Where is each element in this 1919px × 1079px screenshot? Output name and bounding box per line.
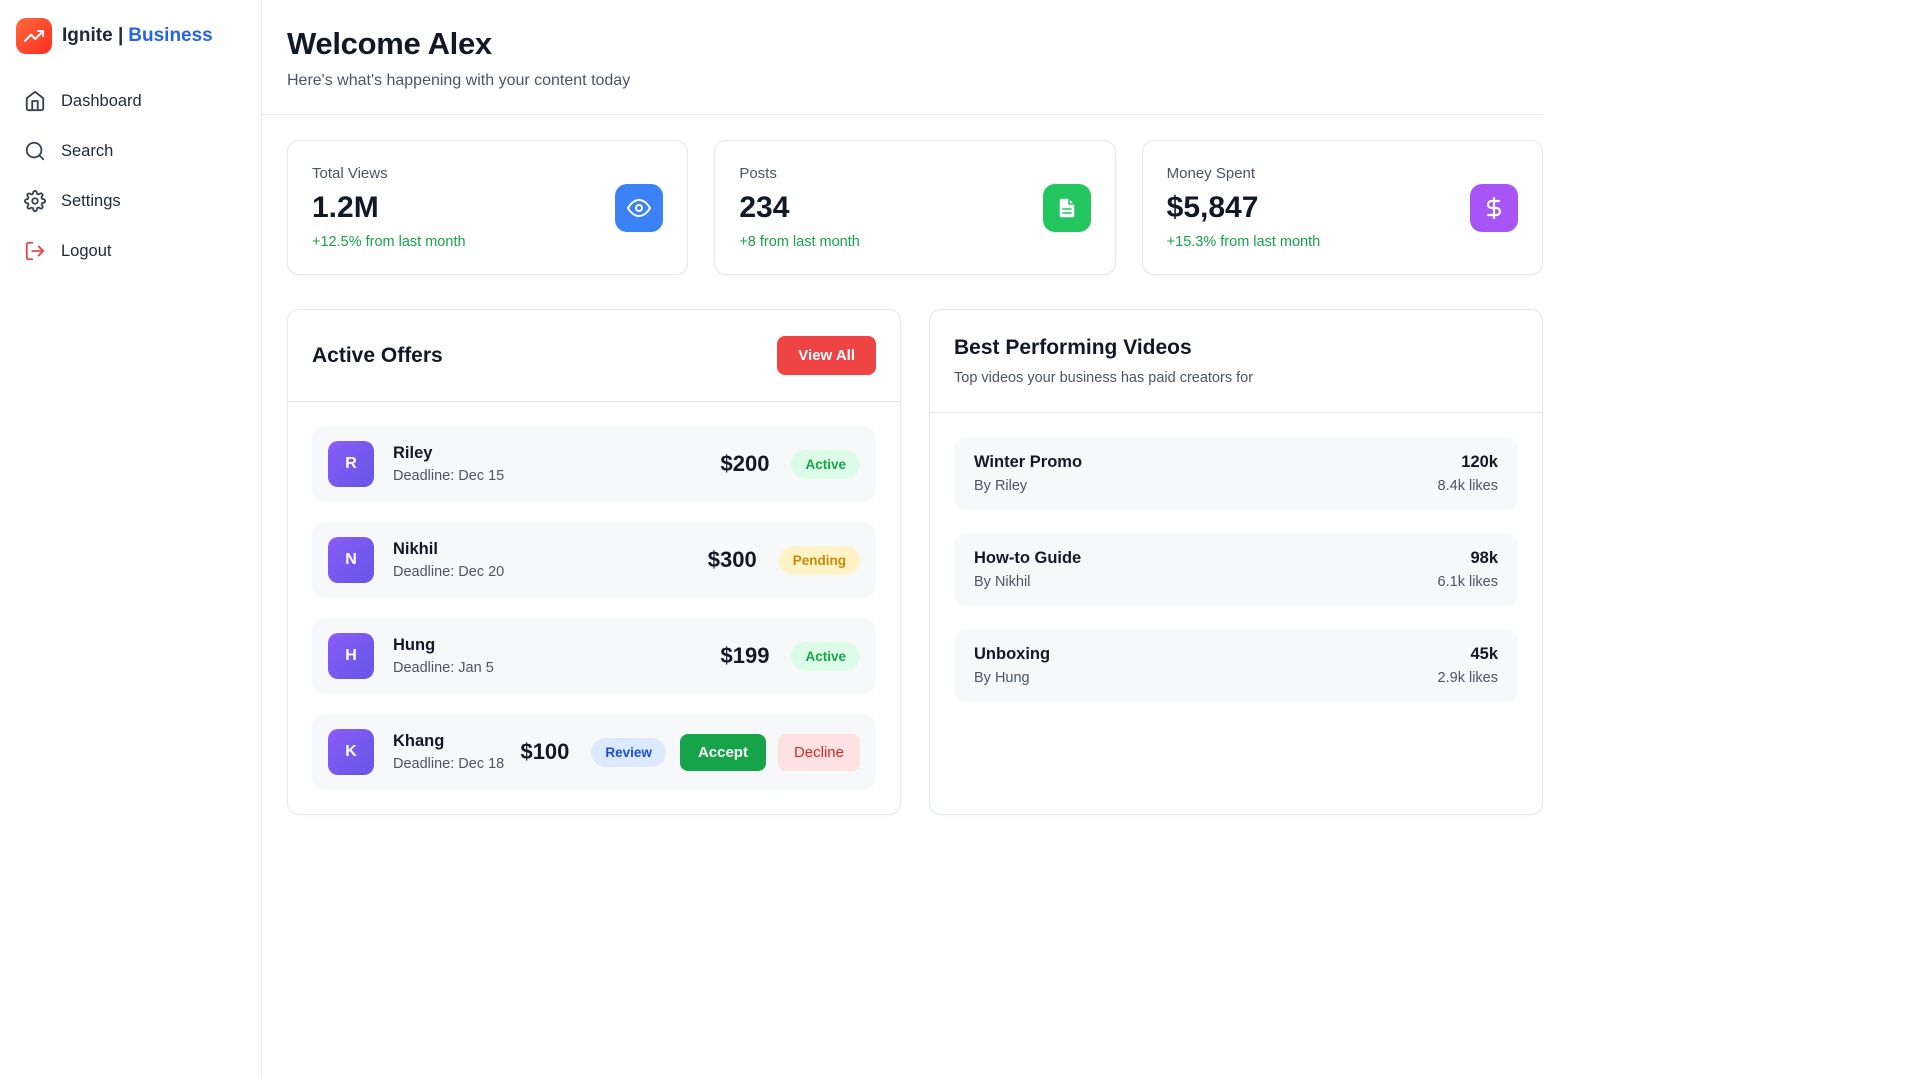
file-icon[interactable] [1042,183,1091,232]
offer-deadline: Deadline: Dec 20 [393,564,505,580]
sidebar-nav: Dashboard Search Setti [14,80,247,272]
best-videos-header: Best Performing Videos Top videos your b… [930,310,1542,413]
offer-amount: $300 [707,547,757,572]
sidebar-item-label: Settings [61,191,121,210]
offer-amount: $100 [520,739,570,764]
stat-value: $5,847 [1166,191,1259,224]
search-icon [24,140,46,162]
active-offers-list: R Riley Deadline: Dec 15 $200 Active N [288,402,900,814]
offer-amount: $199 [720,643,770,668]
sidebar: Ignite | Business Dashboard [0,0,262,1079]
decline-button[interactable]: Decline [777,733,860,771]
video-author: By Hung [974,670,1030,686]
avatar: N [328,537,374,583]
avatar: K [328,729,374,775]
stat-label: Total Views [312,165,388,182]
best-videos-subtitle: Top videos your business has paid creato… [954,370,1254,386]
active-offers-panel: Active Offers View All R Riley Deadline:… [287,309,901,815]
video-author: By Riley [974,478,1028,494]
sidebar-item-label: Dashboard [61,91,142,110]
video-row: Winter Promo By Riley 120k 8.4k likes [954,437,1518,510]
video-views: 120k [1461,453,1498,471]
status-badge: Review [591,737,666,767]
stat-card-total-views: Total Views 1.2M +12.5% from last month [287,140,689,275]
video-title: How-to Guide [974,549,1082,567]
ignite-logo-icon [16,18,52,54]
offer-row: K Khang Deadline: Dec 18 $100 Review Acc… [312,714,876,790]
video-title: Unboxing [974,645,1051,663]
brand: Ignite | Business [14,16,247,80]
video-views: 45k [1470,645,1498,663]
video-row: Unboxing By Hung 45k 2.9k likes [954,629,1518,702]
offer-row: R Riley Deadline: Dec 15 $200 Active [312,426,876,502]
video-likes: 2.9k likes [1437,670,1498,686]
video-views: 98k [1470,549,1498,567]
offer-amount: $200 [720,451,770,476]
stat-value: 1.2M [312,191,379,224]
sidebar-item-label: Search [61,141,114,160]
stat-delta: +12.5% from last month [312,234,466,250]
view-all-button[interactable]: View All [777,336,876,375]
brand-name: Ignite | [62,25,124,46]
stat-delta: +15.3% from last month [1166,234,1321,250]
panels-row: Active Offers View All R Riley Deadline:… [287,309,1543,815]
accept-button[interactable]: Accept [679,733,766,771]
video-author: By Nikhil [974,574,1031,590]
offer-name: Nikhil [393,540,438,558]
offer-name: Khang [393,732,445,750]
sidebar-item-dashboard[interactable]: Dashboard [14,80,247,122]
avatar: H [328,633,374,679]
video-likes: 6.1k likes [1437,574,1498,590]
status-badge: Active [791,641,860,671]
stat-label: Money Spent [1166,165,1256,182]
stat-card-posts: Posts 234 +8 from last month [714,140,1116,275]
stat-label: Posts [739,165,777,182]
best-videos-title: Best Performing Videos [954,336,1192,359]
status-badge: Pending [778,545,860,575]
stat-value: 234 [739,191,790,224]
stat-card-money-spent: Money Spent $5,847 +15.3% from last mont… [1141,140,1543,275]
home-icon [24,90,46,112]
active-offers-header: Active Offers View All [288,310,900,402]
stat-delta: +8 from last month [739,234,860,250]
main-content: Welcome Alex Here's what's happening wit… [262,0,1919,1079]
page-title: Welcome Alex [287,26,492,61]
page-header: Welcome Alex Here's what's happening wit… [262,26,1543,115]
active-offers-title: Active Offers [312,343,443,367]
offer-name: Riley [393,444,433,462]
video-row: How-to Guide By Nikhil 98k 6.1k likes [954,533,1518,606]
gear-icon [24,190,46,212]
brand-title: Ignite | Business [62,25,213,47]
stats-row: Total Views 1.2M +12.5% from last month … [287,140,1543,275]
video-likes: 8.4k likes [1437,478,1498,494]
avatar: R [328,441,374,487]
offer-row: N Nikhil Deadline: Dec 20 $300 Pending [312,522,876,598]
sidebar-item-label: Logout [61,241,112,260]
status-badge: Active [791,449,860,479]
eye-icon[interactable] [615,183,664,232]
offer-deadline: Deadline: Dec 18 [393,756,505,772]
dollar-icon[interactable] [1469,183,1518,232]
sidebar-item-search[interactable]: Search [14,130,247,172]
sidebar-item-settings[interactable]: Settings [14,180,247,222]
offer-row: H Hung Deadline: Jan 5 $199 Active [312,618,876,694]
offer-deadline: Deadline: Jan 5 [393,660,494,676]
offer-deadline: Deadline: Dec 15 [393,468,505,484]
best-videos-list: Winter Promo By Riley 120k 8.4k likes Ho… [930,413,1542,814]
logout-icon [24,240,46,262]
video-title: Winter Promo [974,453,1083,471]
page-subtitle: Here's what's happening with your conten… [287,72,631,89]
brand-accent: Business [128,25,213,46]
best-videos-panel: Best Performing Videos Top videos your b… [929,309,1543,815]
offer-name: Hung [393,636,436,654]
sidebar-item-logout[interactable]: Logout [14,230,247,272]
